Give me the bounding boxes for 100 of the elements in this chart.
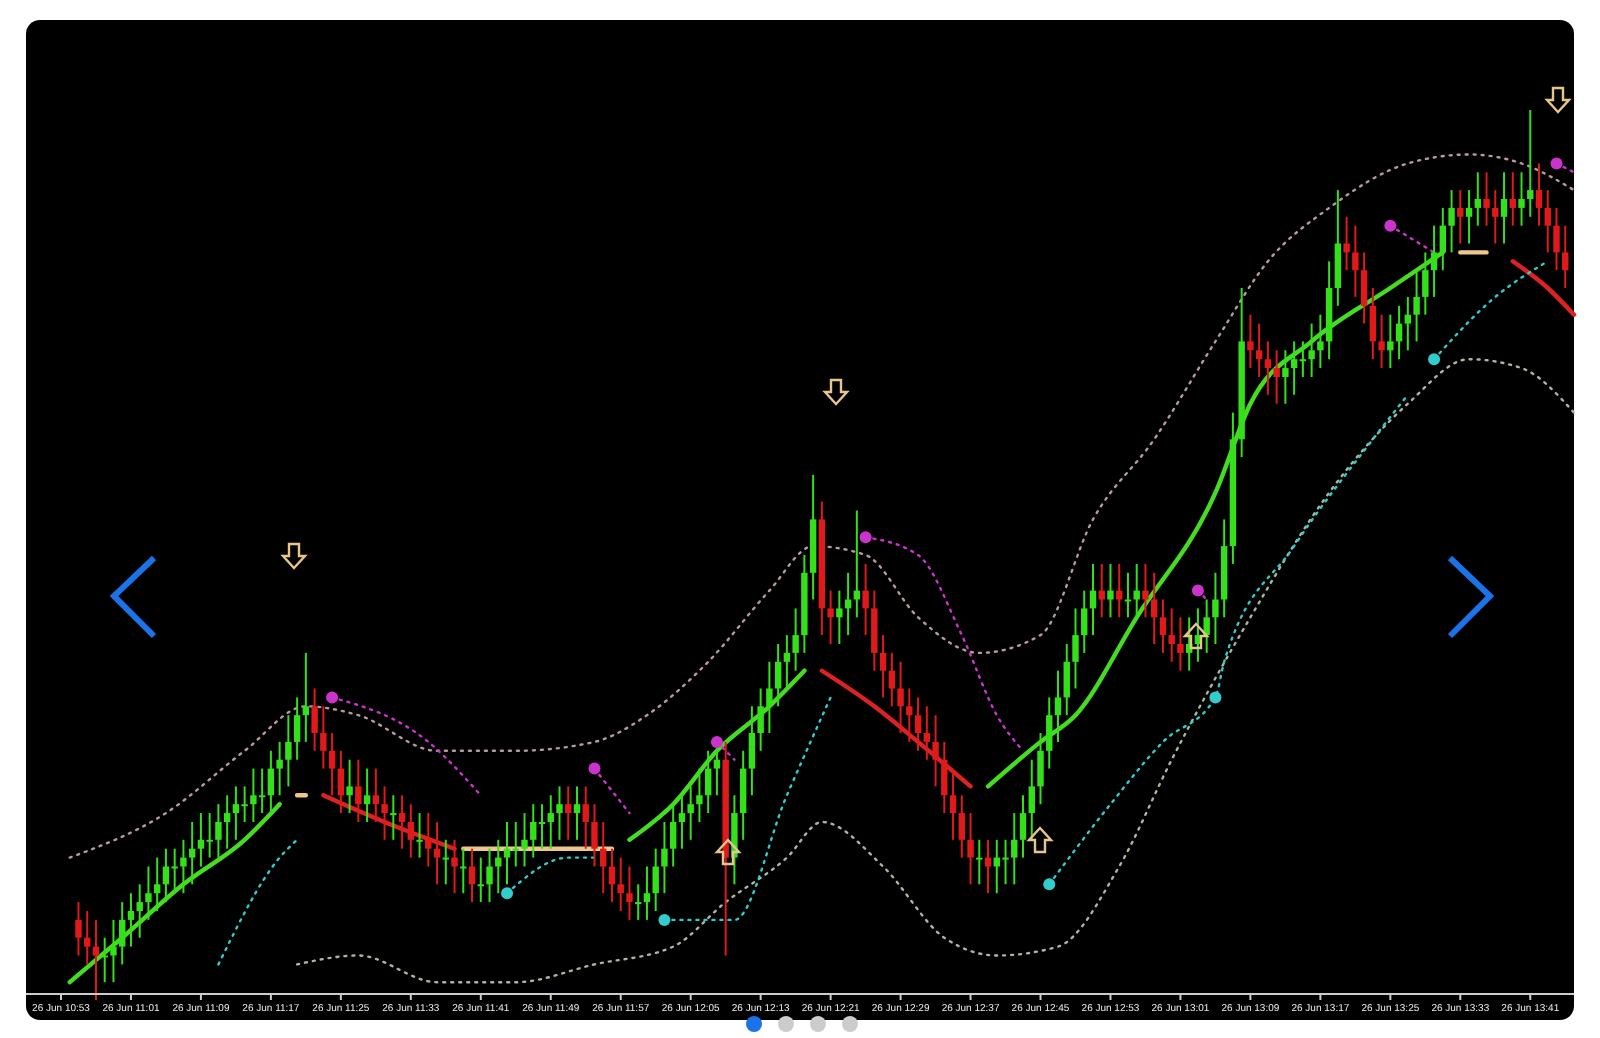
candlestick [1404,295,1412,352]
candlestick [617,856,624,912]
candlestick [1107,562,1114,619]
candlestick [1133,562,1140,619]
candlestick [1465,189,1473,245]
candlestick [757,687,764,752]
candlestick [1002,838,1009,886]
candlestick [967,812,974,886]
candlestick [503,821,511,886]
candlestick [337,749,345,815]
candlestick [1369,287,1377,361]
candlestick [897,660,904,734]
candlestick [232,785,240,841]
candlestick [871,589,878,672]
candlestick [381,785,388,841]
candlestick [923,705,931,761]
candlestick [1448,189,1455,254]
candlestick [976,838,983,886]
candlestick [748,705,756,797]
candlestick [223,794,231,850]
candlestick [390,794,397,841]
candlestick [311,687,318,752]
candlestick [153,856,161,912]
candlestick [652,847,659,912]
candlestick [1387,313,1394,370]
candlestick [1334,189,1342,307]
candlestick [1562,224,1569,289]
candlestick [914,696,922,752]
candlestick [302,651,310,743]
candlestick [565,785,572,841]
candlestick [783,634,791,690]
candlestick [1212,571,1219,645]
candlestick [704,749,712,815]
candlestick [1177,616,1184,672]
candlestick [792,607,799,672]
candlestick [328,732,336,797]
candlestick [1317,313,1324,370]
candlestick [1282,349,1289,405]
candlestick [1159,598,1167,654]
candlestick [258,767,266,815]
candlestick [363,767,371,823]
candlestick [521,812,528,868]
candlestick [774,643,782,708]
candlestick [1203,598,1210,654]
candlestick [1299,340,1307,378]
candlestick [1492,189,1499,245]
candlestick [1378,313,1385,370]
candlestick [136,883,143,939]
candlestick [1255,322,1263,378]
candlestick [372,767,380,823]
candlestick [1483,171,1490,227]
candlestick [1273,349,1280,405]
candlestick [626,865,633,921]
candlestick [1142,562,1149,619]
candlestick [1430,224,1438,298]
candlestick [1247,313,1254,370]
candlestick [573,785,581,841]
candlestick [643,865,651,921]
candlestick [1124,571,1132,619]
candlestick [538,803,546,850]
candlestick [600,821,607,895]
candlestick [1352,224,1359,298]
candlestick [145,865,152,921]
candlestick [241,785,248,823]
candlestick [101,936,108,984]
candlestick [687,785,694,841]
candlestick [1422,251,1429,316]
candlestick [495,838,502,895]
candlestick [293,696,301,761]
candlestick [1081,589,1088,654]
candlestick [206,812,213,859]
candlestick [1360,251,1368,325]
candlestick [547,794,554,850]
candlestick [1544,189,1551,254]
candlestick [1518,171,1525,227]
candlestick [678,794,686,850]
candlestick [862,562,869,637]
candlestick [530,803,537,859]
candlestick [197,812,205,868]
candlestick [836,589,843,645]
candlestick [1028,758,1035,841]
candlestick [188,821,196,886]
candlestick [853,509,861,619]
candlestick [1308,322,1315,378]
candlestick [1509,171,1516,227]
candlestick [958,794,965,859]
candlestick [355,758,362,823]
candlestick [1474,171,1481,227]
candlestick [215,803,222,859]
candlestick [827,589,834,645]
candlestick [739,749,747,841]
candlestick [591,803,598,868]
candlestick [984,838,992,895]
candlestick [941,740,948,815]
candlestick [669,803,677,868]
candlestick [932,714,939,788]
candlestick [879,634,887,699]
candlestick [1413,269,1420,343]
candlestick [1011,812,1018,886]
candlestick [766,660,773,734]
